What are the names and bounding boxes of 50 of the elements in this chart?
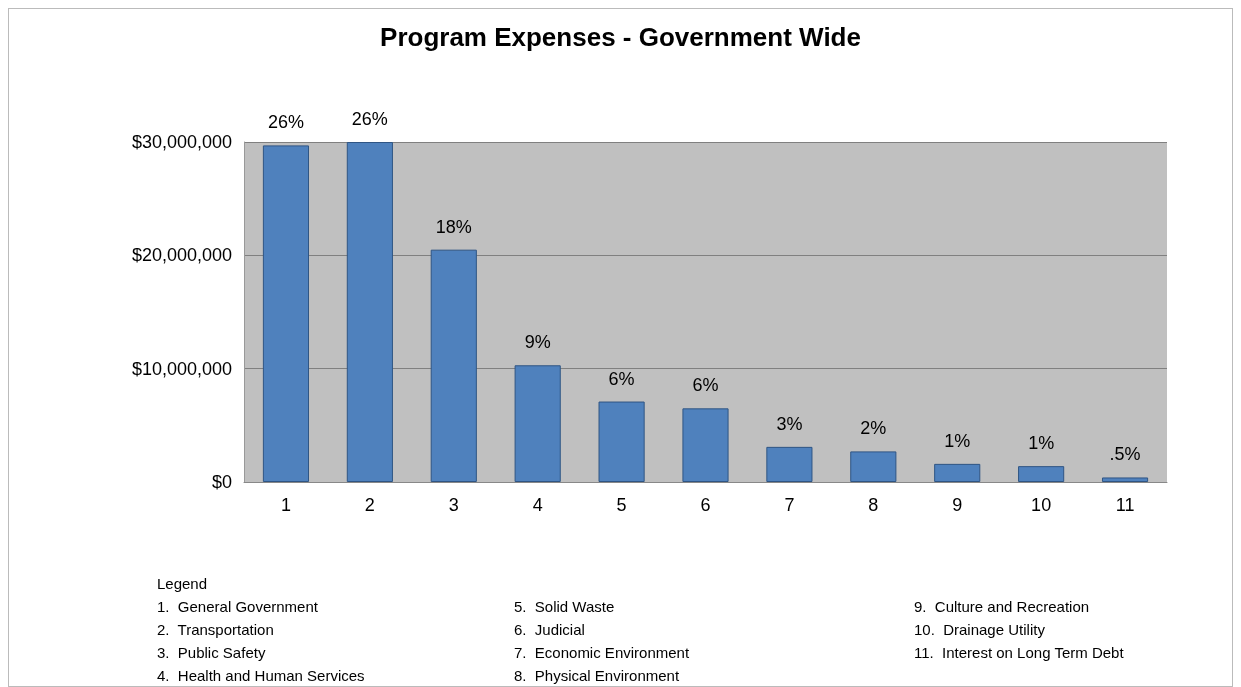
- legend-title: Legend: [157, 575, 208, 592]
- bar: [766, 446, 813, 482]
- text: 11. Interest on Long Term Debt: [914, 644, 1125, 661]
- annotation: 6%: [692, 375, 719, 396]
- x-tick-label: 2: [364, 495, 375, 515]
- bar: [1101, 477, 1149, 482]
- bar: [346, 142, 393, 482]
- annotation: 1%: [1028, 433, 1055, 454]
- bar: [514, 365, 561, 482]
- bar: [934, 463, 981, 482]
- text: 3. Public Safety: [157, 644, 266, 661]
- x-tick-label: 7: [784, 495, 795, 515]
- annotation: 1%: [944, 430, 971, 451]
- y-tick-label: $30,000,000: [131, 132, 232, 152]
- bar: [430, 249, 477, 482]
- x-tick-label: 5: [616, 495, 627, 515]
- text: 2. Transportation: [157, 621, 274, 638]
- bar: [598, 401, 645, 482]
- x-tick-label: 3: [448, 495, 459, 515]
- x-tick-label: 1: [280, 495, 291, 515]
- x-tick-label: 8: [868, 495, 879, 515]
- y-tick-label: $0: [211, 472, 232, 492]
- bar: [1018, 466, 1065, 482]
- annotation: 2%: [860, 418, 887, 439]
- text: 7. Economic Environment: [514, 644, 690, 661]
- annotation: 26%: [351, 109, 388, 129]
- annotation: 9%: [524, 332, 551, 353]
- y-tick-label: $20,000,000: [131, 245, 232, 266]
- y-tick-label: $10,000,000: [131, 358, 232, 379]
- x-tick-label: 9: [952, 495, 963, 515]
- x-tick-label: 4: [532, 495, 543, 515]
- text: 10. Drainage Utility: [914, 621, 1046, 638]
- annotation: 6%: [608, 368, 635, 389]
- bar: [850, 451, 897, 482]
- text: 9. Culture and Recreation: [914, 598, 1090, 615]
- text: 1. General Government: [157, 598, 319, 615]
- annotation: 18%: [435, 216, 472, 237]
- text: 6. Judicial: [514, 621, 585, 638]
- x-tick-label: 11: [1115, 495, 1135, 515]
- text: 5. Solid Waste: [514, 598, 615, 615]
- annotation: 26%: [267, 112, 304, 133]
- text: 8. Physical Environment: [514, 667, 680, 684]
- bar: [262, 145, 310, 482]
- x-tick-label: 10: [1031, 495, 1052, 515]
- annotation: 3%: [776, 413, 803, 434]
- x-tick-label: 6: [700, 495, 711, 515]
- bar: [682, 408, 729, 482]
- text: 4. Health and Human Services: [157, 667, 365, 684]
- chart-title: Program Expenses - Government Wide: [380, 22, 861, 52]
- annotation: .5%: [1109, 444, 1141, 465]
